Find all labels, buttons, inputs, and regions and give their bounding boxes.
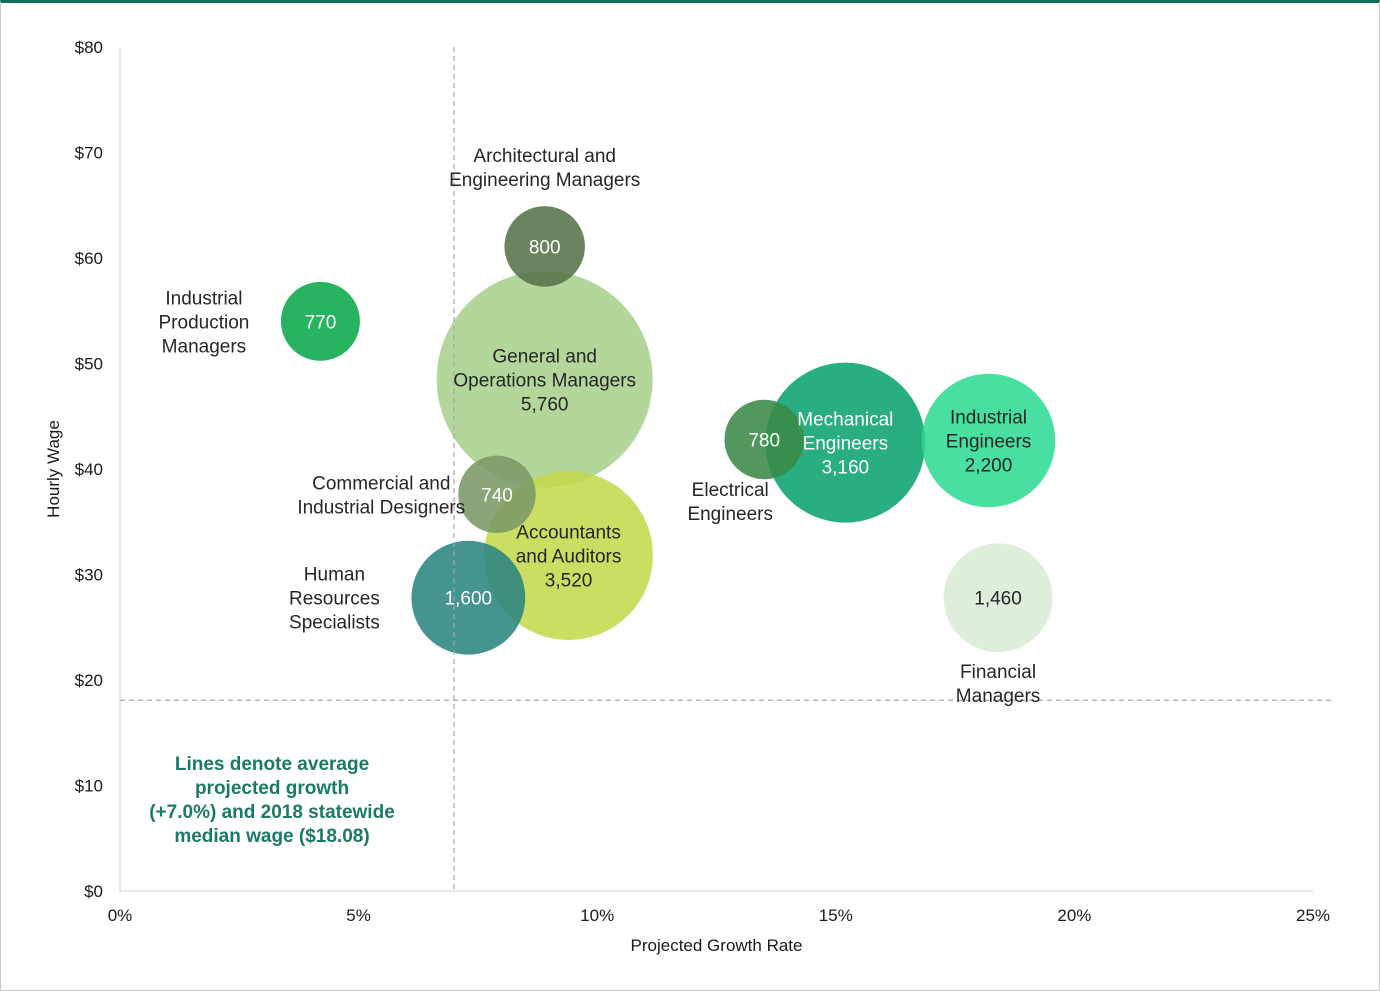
y-tick-label: $30 bbox=[75, 566, 103, 585]
x-tick-label: 10% bbox=[580, 906, 614, 925]
bubble bbox=[765, 362, 926, 523]
x-axis-title: Projected Growth Rate bbox=[631, 936, 803, 955]
y-tick-label: $20 bbox=[75, 671, 103, 690]
x-tick-label: 15% bbox=[819, 906, 853, 925]
bubble-value-label: 800 bbox=[529, 237, 561, 258]
bubble-value-label: 770 bbox=[305, 312, 337, 333]
bubble-label-layer: General and Operations Managers 5,760 Accou… bbox=[159, 146, 1041, 707]
y-tick-label: $40 bbox=[75, 460, 103, 479]
bubble bbox=[458, 455, 536, 534]
bubble-name-label: Electrical Engineers bbox=[687, 480, 773, 525]
bubble bbox=[504, 206, 585, 287]
bubble bbox=[943, 543, 1053, 653]
bubble-name-label: Industrial Production Managers bbox=[159, 288, 250, 357]
y-tick-label: $80 bbox=[75, 38, 103, 57]
bubble-value-label: 1,600 bbox=[445, 589, 493, 610]
y-axis-title: Hourly Wage bbox=[44, 420, 63, 518]
bubble bbox=[921, 373, 1056, 508]
x-tick-label: 5% bbox=[346, 906, 371, 925]
bubble bbox=[280, 281, 360, 361]
y-tick-labels: $0 $10 $20 $30 $40 $50 $60 $70 $80 bbox=[75, 38, 103, 901]
bubble-layer bbox=[280, 206, 1056, 655]
y-tick-label: $0 bbox=[84, 882, 103, 901]
bubble-name-label: Financial Managers bbox=[956, 662, 1041, 707]
bubble-name-label: Commercial and Industrial Designers bbox=[297, 473, 465, 518]
bubble bbox=[411, 540, 526, 655]
y-tick-label: $70 bbox=[75, 144, 103, 163]
bubble-label: Mechanical Engineers 3,160 bbox=[797, 410, 893, 479]
x-tick-label: 25% bbox=[1296, 906, 1330, 925]
bubble-label: General and Operations Managers 5,760 bbox=[453, 346, 636, 415]
bubble-value-label: 1,460 bbox=[974, 589, 1022, 610]
bubble-name-label: Human Resources Specialists bbox=[289, 565, 380, 634]
bubble-label: Accountants and Auditors 3,520 bbox=[516, 523, 622, 592]
reference-line-note: Lines denote average projected growth (+7.… bbox=[149, 754, 395, 847]
bubble bbox=[436, 271, 653, 488]
y-tick-label: $10 bbox=[75, 777, 103, 796]
bubble-value-label: 740 bbox=[481, 485, 513, 506]
y-tick-label: $60 bbox=[75, 249, 103, 268]
bubble bbox=[724, 399, 804, 480]
bubble-name-label: Architectural and Engineering Managers bbox=[449, 146, 640, 191]
x-tick-labels: 0% 5% 10% 15% 20% 25% bbox=[108, 906, 1330, 925]
bubble-label: Industrial Engineers 2,200 bbox=[946, 408, 1032, 477]
x-tick-label: 0% bbox=[108, 906, 133, 925]
y-tick-label: $50 bbox=[75, 355, 103, 374]
x-tick-label: 20% bbox=[1057, 906, 1091, 925]
bubble-value-label: 780 bbox=[748, 430, 780, 451]
